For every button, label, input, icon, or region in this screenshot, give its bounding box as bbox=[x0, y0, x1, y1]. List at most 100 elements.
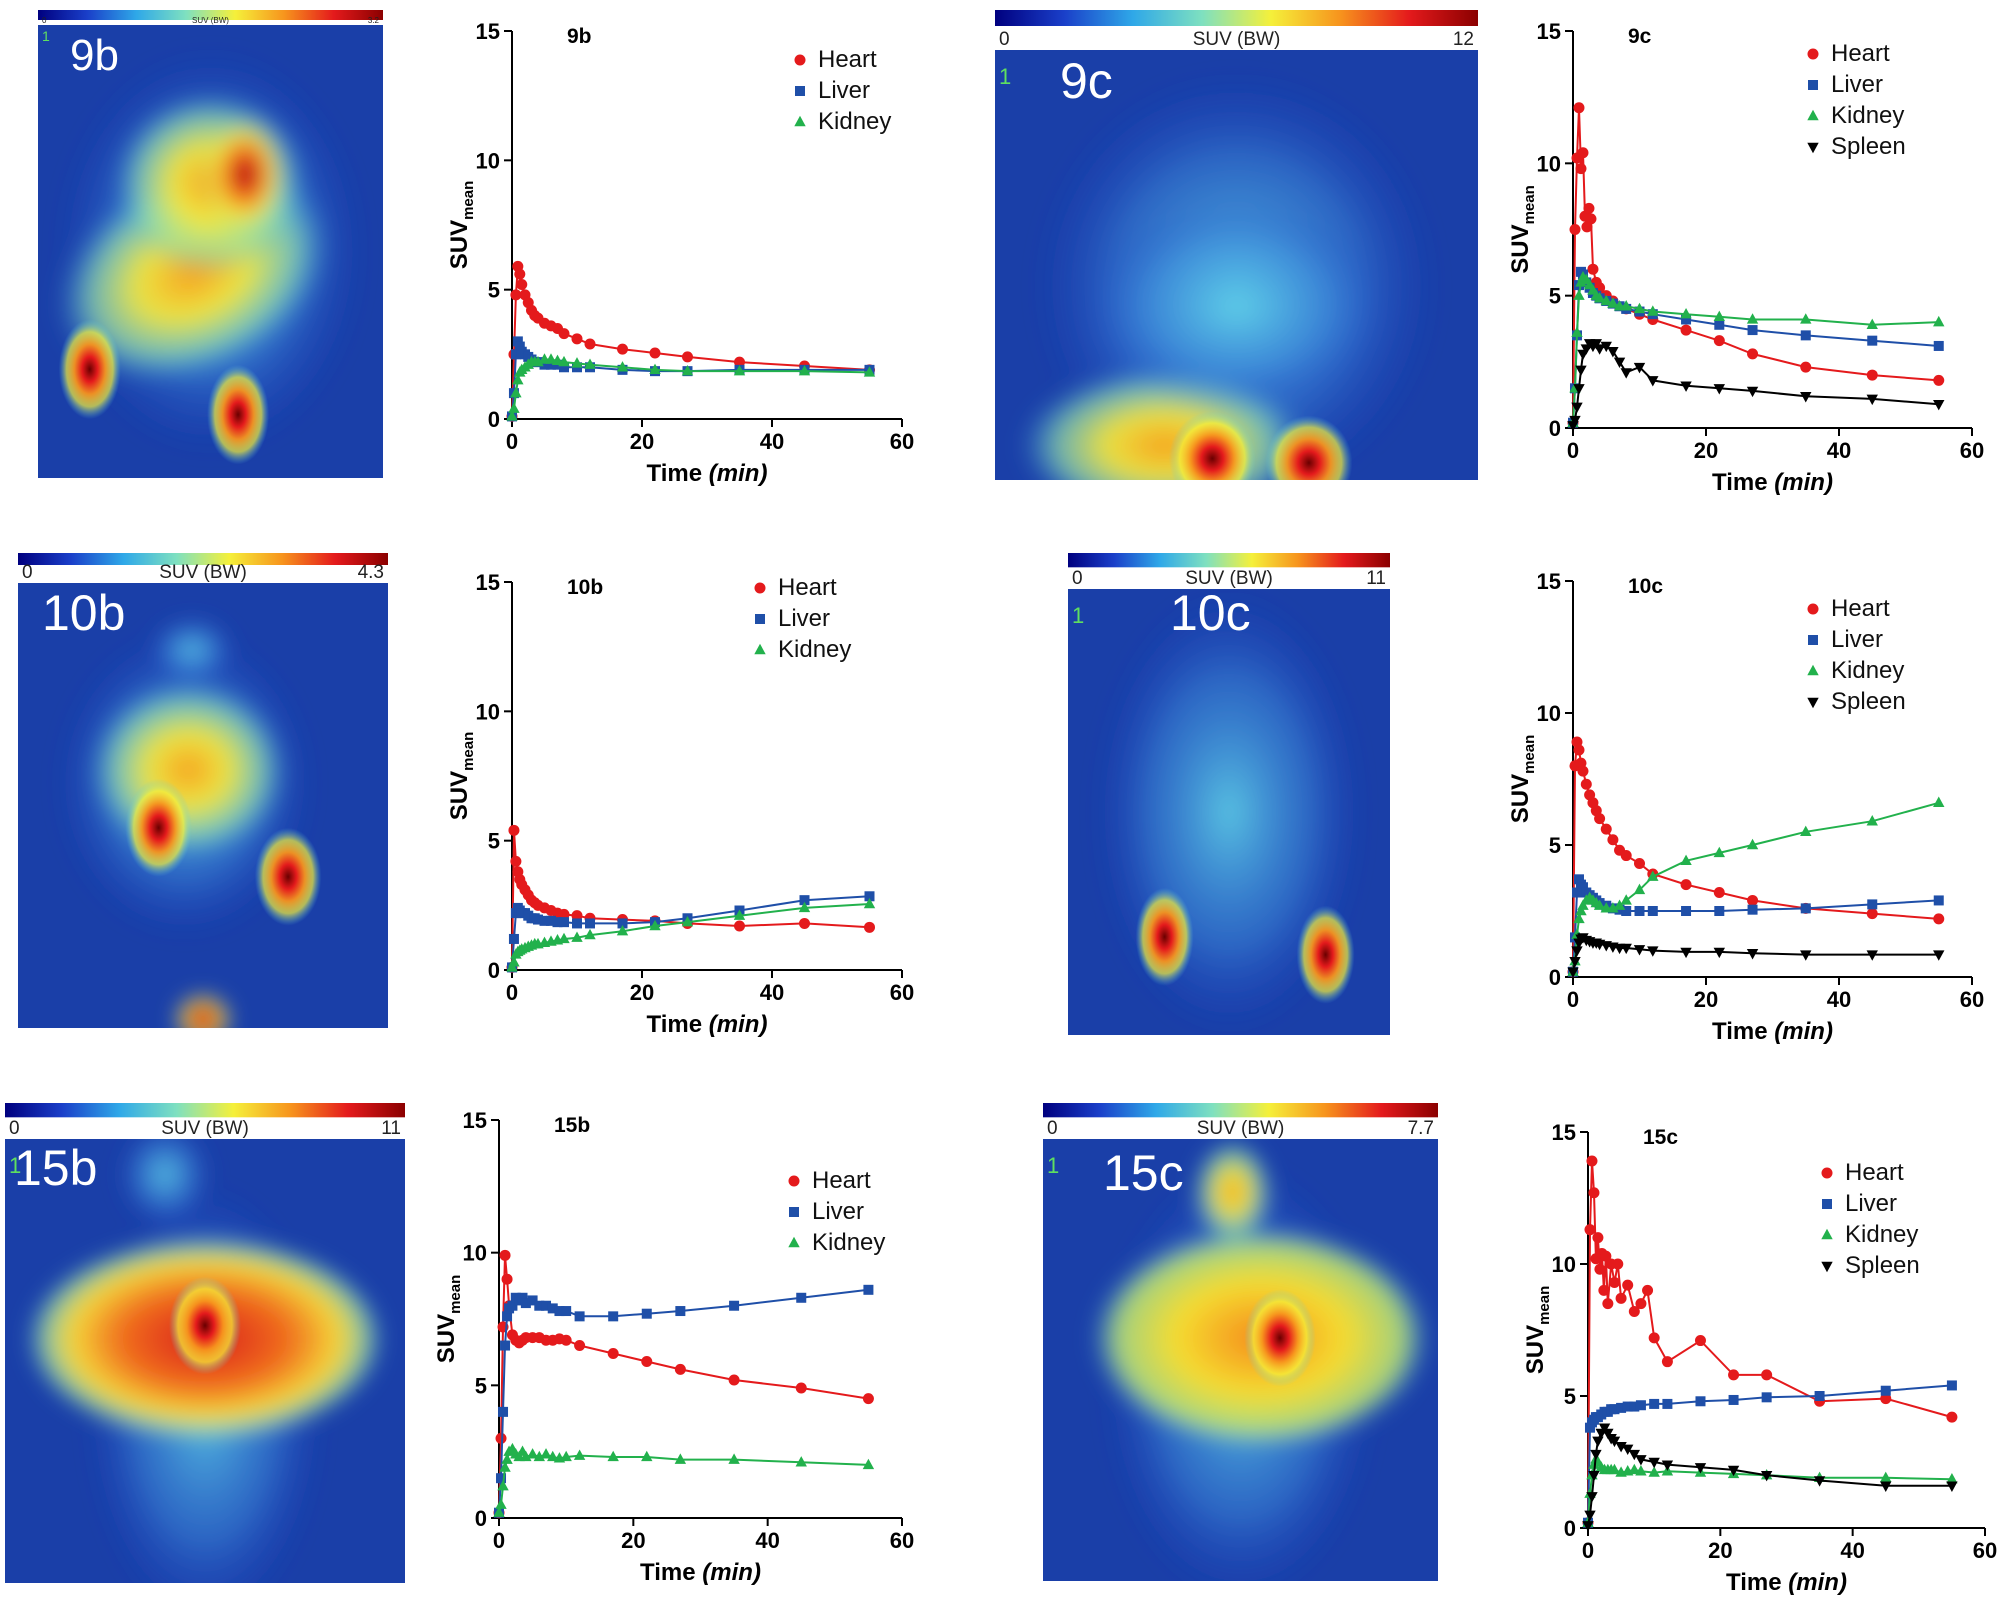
y-tick-label: 10 bbox=[476, 699, 500, 724]
data-point bbox=[1608, 1436, 1621, 1448]
data-point bbox=[1620, 894, 1632, 905]
data-point bbox=[1933, 895, 1944, 906]
colorbar: 0 SUV (BW) 7.7 bbox=[1043, 1103, 1438, 1139]
pet-image-panel-10c: 0 SUV (BW) 111 10c bbox=[1068, 553, 1390, 1035]
x-tick-label: 0 bbox=[493, 1528, 505, 1553]
data-point bbox=[1946, 1481, 1958, 1492]
data-point bbox=[734, 920, 745, 932]
legend-label: Spleen bbox=[1831, 133, 1906, 160]
data-point bbox=[1880, 1471, 1892, 1483]
data-point bbox=[559, 917, 569, 928]
data-point bbox=[508, 824, 520, 836]
data-point bbox=[1866, 394, 1878, 406]
data-point bbox=[1746, 838, 1759, 850]
y-tick-label: 10 bbox=[1537, 151, 1561, 176]
colorbar-min-label: 0 bbox=[42, 16, 47, 25]
data-point bbox=[1694, 1335, 1706, 1347]
legend-item-liver: Liver bbox=[755, 605, 830, 632]
data-point bbox=[1602, 1298, 1614, 1310]
y-axis-label-name: SUV bbox=[446, 771, 473, 820]
data-point bbox=[1620, 300, 1632, 311]
data-point bbox=[514, 341, 525, 352]
data-point bbox=[608, 1311, 619, 1322]
x-axis-label: Time (min) bbox=[640, 1559, 761, 1586]
data-point bbox=[547, 1303, 558, 1314]
data-point bbox=[1880, 1393, 1892, 1405]
data-point bbox=[1933, 796, 1945, 807]
data-point bbox=[1713, 887, 1725, 899]
hot-spot bbox=[58, 319, 121, 420]
data-point bbox=[1946, 1380, 1957, 1391]
data-point bbox=[1694, 1463, 1707, 1474]
data-point bbox=[499, 1461, 511, 1472]
data-point bbox=[1866, 815, 1878, 826]
data-point bbox=[1594, 1263, 1606, 1275]
y-axis-label-name: SUV bbox=[1507, 224, 1534, 273]
data-point bbox=[558, 932, 570, 944]
data-point bbox=[1680, 381, 1692, 392]
data-point bbox=[1629, 1401, 1640, 1412]
colorbar-label-strip bbox=[1068, 567, 1390, 589]
data-point bbox=[1600, 1250, 1612, 1262]
data-point bbox=[1577, 899, 1589, 910]
data-point bbox=[510, 349, 521, 360]
data-point bbox=[546, 359, 556, 370]
data-point bbox=[1681, 906, 1692, 916]
legend-label: Liver bbox=[818, 77, 870, 104]
data-point bbox=[682, 351, 693, 363]
data-point bbox=[1800, 330, 1811, 341]
data-point bbox=[512, 374, 524, 385]
legend-label: Heart bbox=[1831, 595, 1890, 622]
y-axis-label-name: SUV bbox=[446, 220, 473, 269]
y-tick-label: 15 bbox=[476, 19, 500, 44]
x-tick-label: 60 bbox=[1960, 438, 1984, 463]
colorbar-label-strip bbox=[5, 1117, 405, 1139]
data-point bbox=[1728, 1394, 1739, 1405]
colorbar-min-label: 0 bbox=[9, 1118, 20, 1139]
chart-9c: 0 20 40 60 0 5 10 15 9c Time (min) SUVmean Heart Liv… bbox=[1507, 19, 1984, 496]
x-tick-label: 0 bbox=[1567, 987, 1579, 1012]
data-point bbox=[499, 1249, 511, 1261]
legend-label: Liver bbox=[1831, 71, 1883, 98]
data-point bbox=[1607, 834, 1619, 846]
colorbar-label-strip bbox=[38, 20, 383, 25]
data-point bbox=[1598, 1284, 1610, 1296]
y-tick-label: 5 bbox=[475, 1373, 487, 1398]
data-point bbox=[1647, 870, 1659, 881]
y-axis-label-name: SUV bbox=[433, 1314, 460, 1363]
data-point bbox=[607, 1347, 619, 1359]
legend-label: Heart bbox=[1845, 1159, 1904, 1186]
data-point bbox=[1760, 1471, 1773, 1482]
data-point bbox=[1647, 946, 1659, 957]
data-point bbox=[733, 909, 746, 920]
data-point bbox=[1622, 1401, 1633, 1412]
y-tick-label: 10 bbox=[476, 148, 500, 173]
data-point bbox=[510, 386, 522, 398]
y-axis-label-subscript: mean bbox=[1536, 1286, 1553, 1325]
legend-label: Kidney bbox=[818, 108, 891, 135]
data-point bbox=[498, 1406, 509, 1417]
data-point bbox=[1600, 341, 1612, 353]
data-point bbox=[863, 1284, 874, 1295]
data-point bbox=[1647, 906, 1658, 916]
legend-item-heart: Heart bbox=[788, 1167, 871, 1194]
data-point bbox=[789, 1207, 799, 1217]
data-point bbox=[799, 895, 810, 906]
colorbar-caption: SUV (BW) bbox=[161, 1118, 249, 1139]
data-point bbox=[1620, 943, 1632, 955]
data-point bbox=[864, 891, 875, 902]
y-axis-label-subscript: mean bbox=[460, 732, 477, 771]
data-point bbox=[514, 268, 526, 280]
data-point bbox=[617, 918, 628, 929]
data-point bbox=[1800, 392, 1812, 403]
hot-spots bbox=[125, 778, 322, 926]
data-point bbox=[1573, 744, 1585, 756]
data-point bbox=[1622, 1444, 1634, 1455]
y-axis-label: SUVmean bbox=[433, 1275, 464, 1364]
pet-scan-image bbox=[1043, 1139, 1438, 1581]
y-axis-label: SUVmean bbox=[1522, 1286, 1553, 1375]
legend-label: Spleen bbox=[1831, 688, 1906, 715]
legend-label: Spleen bbox=[1845, 1252, 1920, 1279]
data-point bbox=[1607, 297, 1619, 308]
